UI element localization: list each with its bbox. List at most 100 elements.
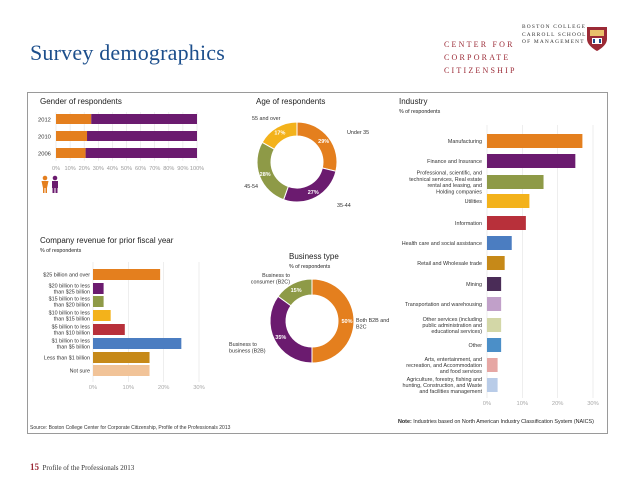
gender-tick-label: 60%	[135, 166, 146, 172]
gender-tick-label: 90%	[177, 166, 188, 172]
business-slice-label: B2C	[356, 324, 367, 330]
revenue-bar	[93, 338, 182, 349]
school-name: BOSTON COLLEGE CARROLL SCHOOL OF MANAGEM…	[522, 24, 594, 47]
business-slice-label: business (B2B)	[229, 348, 266, 354]
industry-bar	[487, 378, 498, 392]
school-line-1: BOSTON COLLEGE	[522, 24, 587, 30]
gender-bar-female	[56, 148, 86, 158]
age-slice	[261, 121, 298, 150]
industry-category-label: recreation, and Accommodation	[406, 363, 482, 369]
revenue-category-label: $15 billion to less	[49, 296, 91, 302]
industry-tick-label: 20%	[552, 401, 564, 407]
industry-tick-label: 10%	[517, 401, 529, 407]
industry-bar	[487, 216, 526, 230]
industry-category-label: Manufacturing	[448, 139, 482, 145]
industry-category-label: Transportation and warehousing	[405, 302, 482, 308]
gender-icons	[41, 175, 58, 193]
industry-bar	[487, 338, 502, 352]
industry-category-label: Utilities	[465, 199, 483, 205]
business-slice-label: Business to	[262, 273, 290, 279]
business-slice-label: Business to	[229, 342, 257, 348]
industry-bar	[487, 256, 505, 270]
industry-bar	[487, 358, 498, 372]
brand-line-1: CENTER FOR	[444, 40, 515, 49]
gender-year-label: 2006	[38, 152, 51, 158]
gender-bar-male	[87, 131, 197, 141]
page-footer: 15 Profile of the Professionals 2013	[30, 462, 134, 472]
revenue-category-label: $20 billion to less	[49, 283, 91, 289]
age-chart-title: Age of respondents	[256, 97, 325, 106]
age-slice-label: 45-54	[244, 184, 258, 190]
gender-tick-label: 50%	[121, 166, 132, 172]
female-person-icon	[41, 175, 49, 193]
business-slice-value: 50%	[341, 319, 352, 325]
business-slice	[311, 278, 355, 364]
revenue-chart: 0% 10% 20% 30% $25 billion and over $20 billi…	[43, 262, 205, 391]
revenue-category-label: than $5 billion	[57, 345, 90, 351]
gender-tick-label: 70%	[149, 166, 160, 172]
business-slice-value: 15%	[291, 288, 302, 294]
industry-category-label: Other	[469, 343, 483, 349]
revenue-bar	[93, 324, 125, 335]
industry-category-label: hunting, Construction, and Waste	[402, 383, 482, 389]
age-slice-label: 35-44	[337, 203, 351, 209]
revenue-category-label: $5 billion to less	[52, 324, 91, 330]
revenue-category-label: Less than $1 billion	[44, 356, 90, 362]
revenue-category-label: $25 billion and over	[43, 273, 90, 279]
industry-tick-label: 30%	[587, 401, 599, 407]
industry-category-label: Other services (including	[423, 317, 482, 323]
revenue-category-label: $1 billion to less	[52, 338, 91, 344]
industry-bar	[487, 236, 512, 250]
gender-year-label: 2012	[38, 118, 51, 124]
note-label: Note:	[398, 419, 412, 425]
industry-category-label: Finance and Insurance	[427, 159, 482, 165]
revenue-tick-label: 0%	[89, 385, 97, 391]
revenue-bar	[93, 296, 104, 307]
age-slice	[282, 167, 337, 203]
gender-bar-male	[85, 148, 197, 158]
business-chart-subtitle: % of respondents	[289, 264, 331, 270]
industry-bar	[487, 134, 583, 148]
industry-category-label: public administration and	[422, 323, 482, 329]
age-slice-value: 27%	[308, 190, 319, 196]
industry-category-label: Mining	[466, 282, 482, 288]
brand-wordmark: CENTER FOR CORPORATE CITIZENSHIP	[444, 38, 570, 77]
industry-category-label: Information	[455, 221, 482, 227]
industry-bar	[487, 154, 576, 168]
school-line-2: CARROLL SCHOOL	[522, 31, 587, 38]
industry-category-label: and facilities management	[419, 389, 482, 395]
revenue-category-label: than $15 billion	[54, 317, 90, 323]
revenue-chart-subtitle: % of respondents	[40, 248, 82, 254]
gender-bar-male	[91, 114, 197, 124]
gender-tick-label: 20%	[79, 166, 90, 172]
page-title: Survey demographics	[30, 40, 226, 65]
industry-category-label: Retail and Wholesale trade	[417, 261, 482, 267]
source-note: Source: Boston College Center for Corpor…	[30, 425, 231, 431]
business-slice-label: Both B2B and	[356, 318, 389, 324]
gender-tick-label: 40%	[107, 166, 118, 172]
revenue-bar	[93, 310, 111, 321]
crest-logo-icon	[587, 27, 607, 51]
gender-tick-label: 10%	[64, 166, 75, 172]
revenue-bar	[93, 269, 161, 280]
industry-bar	[487, 175, 544, 189]
age-slice	[296, 121, 338, 172]
industry-bar	[487, 277, 502, 291]
industry-category-label: educational services)	[431, 329, 482, 335]
gender-tick-label: 80%	[163, 166, 174, 172]
industry-category-label: Holding companies	[436, 189, 482, 195]
industry-chart-title: Industry	[399, 97, 427, 106]
business-slice-label: consumer (B2C)	[251, 279, 290, 285]
industry-category-label: and food services	[440, 369, 483, 375]
revenue-tick-label: 20%	[158, 385, 170, 391]
revenue-category-label: Not sure	[70, 369, 90, 375]
page-number: 15	[30, 462, 39, 472]
note-text: Industries based on North American Indus…	[413, 419, 594, 425]
business-chart-title: Business type	[289, 252, 339, 261]
gender-tick-label: 0%	[52, 166, 60, 172]
school-line-3: OF MANAGEMENT	[522, 39, 585, 46]
industry-category-label: Arts, entertainment, and	[424, 357, 482, 363]
revenue-category-label: than $25 billion	[54, 290, 90, 296]
revenue-bar	[93, 283, 104, 294]
